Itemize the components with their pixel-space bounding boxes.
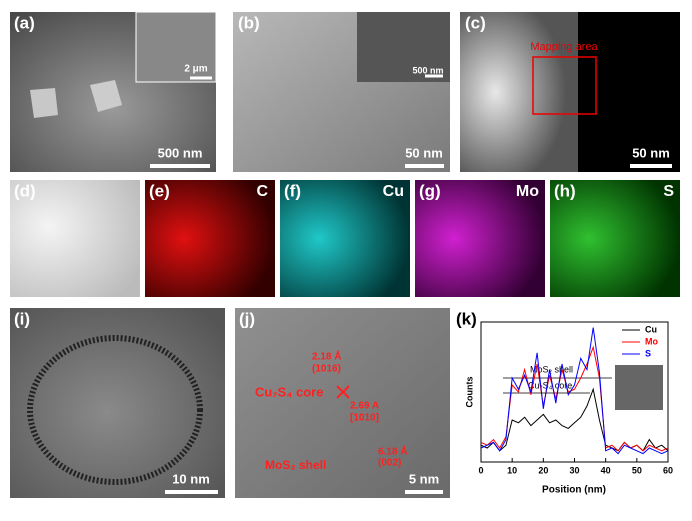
scale-text: 50 nm (632, 145, 670, 160)
annotation: Cu₇S₄ core (528, 380, 572, 390)
panel-label: (c) (465, 13, 486, 32)
x-tick-label: 30 (569, 465, 579, 475)
element-label: Mo (516, 183, 539, 200)
map-image (415, 180, 545, 297)
arrow (503, 377, 612, 394)
x-tick-label: 0 (478, 465, 483, 475)
x-tick-label: 40 (601, 465, 611, 475)
panel-label: (b) (238, 13, 260, 32)
legend-label: Cu (645, 324, 657, 334)
map-image (280, 180, 410, 297)
box-label: Mapping area (530, 41, 598, 53)
mapping-box (532, 56, 597, 115)
panel-label: (i) (14, 309, 30, 328)
plane: [1010] (350, 413, 379, 424)
data-line (480, 345, 669, 452)
legend-label: S (645, 348, 651, 358)
plane: (002) (378, 458, 401, 469)
annotation: MoS₂ shell (530, 364, 573, 374)
panel-label: (e) (149, 181, 170, 200)
crystal (30, 88, 58, 118)
scale-text: 500 nm (412, 65, 443, 75)
legend-label: Mo (645, 336, 658, 346)
scale-text: 50 nm (405, 145, 443, 160)
x-tick-label: 20 (538, 465, 548, 475)
panel-label: (a) (14, 13, 35, 32)
map-image (10, 180, 140, 297)
scale-text: 2 μm (184, 64, 207, 75)
inset-image (615, 365, 663, 410)
map-image (550, 180, 680, 297)
inset-image (135, 11, 217, 83)
scale-text: 5 nm (409, 471, 439, 486)
x-tick-label: 60 (663, 465, 673, 475)
haadf-particle (460, 12, 578, 172)
shell-fringes (27, 335, 203, 485)
element-label: S (663, 183, 674, 200)
x-tick-label: 10 (507, 465, 517, 475)
hrtem-image (235, 308, 450, 498)
x-tick-label: 50 (632, 465, 642, 475)
core-label: Cu₇S₄ core (255, 384, 323, 399)
panel-label: (j) (239, 309, 255, 328)
panel-label: (k) (456, 309, 477, 328)
y-axis-label: Counts (464, 377, 474, 408)
scale-text: 500 nm (158, 145, 203, 160)
x-axis-label: Position (nm) (542, 485, 606, 496)
map-image (145, 180, 275, 297)
element-label: C (256, 183, 268, 200)
plane: (1016) (312, 364, 341, 375)
d-spacing: 6.18 Å (378, 445, 407, 458)
d-spacing: 2.69 A (350, 401, 379, 412)
scale-text: 10 nm (172, 471, 210, 486)
element-label: Cu (383, 183, 404, 200)
data-line (480, 327, 669, 455)
inset-image (357, 12, 450, 82)
panel-label: (h) (554, 181, 576, 200)
cross-mark (336, 385, 350, 399)
panel-label: (f) (284, 181, 301, 200)
panel-label: (g) (419, 181, 441, 200)
shell-label: MoS₂ shell (265, 458, 326, 472)
panel-label: (d) (14, 181, 36, 200)
d-spacing: 2.18 Å (312, 350, 341, 363)
crystal (90, 80, 122, 112)
